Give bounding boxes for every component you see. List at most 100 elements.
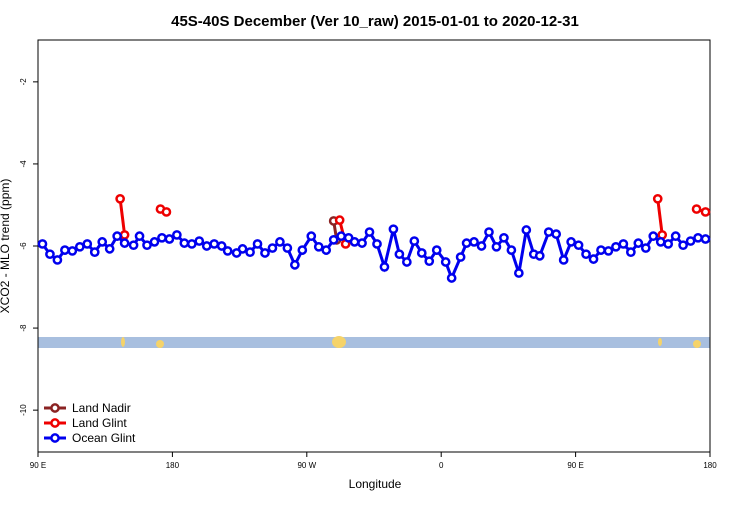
data-point [186, 239, 197, 249]
series-line [656, 198, 664, 236]
data-point [691, 204, 702, 214]
x-tick-label: 0 [439, 461, 444, 470]
data-point [521, 225, 532, 235]
data-point [388, 224, 399, 235]
data-point [172, 230, 182, 240]
data-point [618, 239, 629, 249]
data-point [372, 239, 382, 249]
y-tick-label: -4 [19, 160, 28, 168]
data-point [275, 237, 285, 247]
data-point [336, 231, 346, 242]
x-tick-label: 90 E [567, 461, 583, 470]
data-point [282, 243, 293, 253]
data-point [237, 244, 248, 254]
data-point [534, 250, 545, 261]
series-line [118, 198, 127, 236]
data-point [74, 241, 85, 252]
data-point [491, 241, 502, 252]
data-point [440, 257, 451, 267]
data-point [652, 193, 663, 204]
data-point [119, 238, 130, 248]
legend-marker [50, 418, 60, 428]
legend-marker [50, 403, 60, 413]
map-strip [38, 336, 710, 348]
data-point [640, 243, 651, 253]
data-point [306, 231, 317, 242]
data-point [157, 232, 167, 243]
data-point [119, 230, 130, 240]
data-point [164, 234, 175, 244]
data-point [431, 245, 442, 255]
legend-label: Ocean Glint [72, 431, 136, 445]
data-point [581, 249, 591, 260]
chart-title: 45S-40S December (Ver 10_raw) 2015-01-01… [171, 13, 579, 30]
data-point [402, 257, 412, 267]
data-point [97, 237, 108, 247]
land-blob [156, 340, 164, 348]
data-point [194, 236, 205, 246]
data-point [596, 245, 606, 255]
data-point [416, 248, 427, 258]
data-point [252, 239, 263, 249]
data-point [161, 207, 172, 217]
data-point [357, 238, 367, 248]
y-axis-label: XCO2 - MLO trend (ppm) [0, 179, 12, 314]
data-point [626, 247, 636, 258]
data-point [566, 237, 576, 247]
data-point [313, 241, 324, 252]
legend-label: Land Glint [72, 416, 127, 430]
data-point [655, 237, 666, 247]
data-point [469, 237, 479, 247]
data-point [349, 237, 360, 247]
data-point [663, 239, 674, 249]
data-point [290, 260, 300, 270]
data-point [446, 273, 457, 283]
data-point [209, 239, 220, 249]
x-tick-label: 180 [703, 461, 717, 470]
data-point [484, 227, 494, 237]
data-point [60, 245, 70, 255]
data-point [603, 246, 614, 256]
x-tick-label: 90 E [30, 461, 46, 470]
data-point [588, 254, 599, 264]
data-point [364, 227, 375, 237]
land-blob [658, 338, 662, 346]
data-point [104, 244, 115, 254]
data-point [245, 247, 255, 258]
data-point [543, 227, 554, 237]
data-point [394, 249, 405, 260]
data-point [558, 255, 569, 265]
data-point [424, 256, 435, 267]
data-point [149, 237, 160, 247]
data-point [379, 262, 390, 272]
data-point [328, 234, 339, 245]
data-point [700, 207, 711, 217]
data-point [37, 239, 48, 249]
land-blob [693, 340, 701, 348]
data-point [461, 238, 472, 248]
data-point [551, 229, 562, 239]
data-point [476, 241, 487, 251]
data-point [321, 245, 332, 255]
data-point [297, 245, 308, 255]
data-point [334, 215, 345, 225]
y-tick-label: -10 [19, 404, 28, 416]
data-point [134, 231, 145, 242]
data-point [455, 252, 466, 262]
data-point [115, 193, 125, 204]
y-tick-label: -2 [19, 78, 28, 86]
land-blob [332, 336, 346, 348]
legend-marker [50, 433, 60, 443]
data-point [693, 232, 703, 243]
x-axis-label: Longitude [349, 477, 402, 491]
legend-label: Land Nadir [72, 401, 131, 415]
data-point [648, 231, 659, 242]
data-point [514, 268, 524, 278]
data-point [611, 241, 621, 252]
data-point [670, 231, 681, 242]
data-point [179, 238, 190, 248]
data-point [222, 246, 233, 256]
data-point [128, 240, 139, 251]
